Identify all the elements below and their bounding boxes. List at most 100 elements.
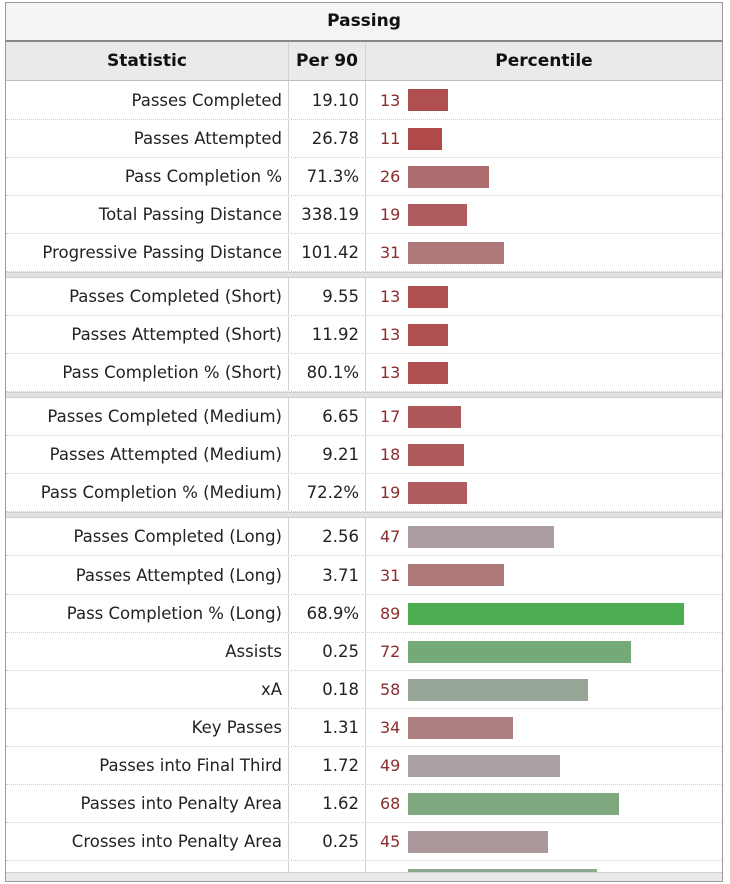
percentile-cell: 72 [366, 633, 722, 670]
percentile-cell: 45 [366, 823, 722, 860]
stat-label: Total Passing Distance [6, 196, 289, 233]
stat-label: Passes into Final Third [6, 747, 289, 784]
percentile-bar [408, 830, 548, 853]
table-row: Passes Attempted 26.78 11 [6, 120, 722, 158]
per90-value: 1.31 [289, 709, 366, 746]
percentile-value: 18 [380, 445, 401, 464]
percentile-bar [408, 127, 442, 150]
stat-label: Passes into Penalty Area [6, 785, 289, 822]
per90-value: 338.19 [289, 196, 366, 233]
table-footer [6, 872, 722, 881]
percentile-cell: 47 [366, 518, 722, 555]
table-row: Pass Completion % (Medium) 72.2% 19 [6, 474, 722, 512]
percentile-bar [408, 89, 448, 111]
passing-table: Passing Statistic Per 90 Percentile Pass… [5, 2, 723, 882]
percentile-bar [408, 525, 554, 548]
stat-label: Pass Completion % (Long) [6, 595, 289, 632]
percentile-cell: 34 [366, 709, 722, 746]
stat-label: Progressive Passing Distance [6, 234, 289, 271]
stat-label: Pass Completion % [6, 158, 289, 195]
percentile-value: 47 [380, 527, 401, 546]
percentile-cell: 89 [366, 595, 722, 632]
percentile-value: 13 [380, 363, 401, 382]
per90-value: 26.78 [289, 120, 366, 157]
per90-value: 0.25 [289, 633, 366, 670]
table-row: Passes into Penalty Area 1.62 68 [6, 785, 722, 823]
table-row: Key Passes 1.31 34 [6, 709, 722, 747]
percentile-cell: 49 [366, 747, 722, 784]
table-row: Pass Completion % 71.3% 26 [6, 158, 722, 196]
table-row: Passes Completed (Long) 2.56 47 [6, 518, 722, 556]
stat-label: Passes Attempted (Medium) [6, 436, 289, 473]
stat-label: xA [6, 671, 289, 708]
per90-value: 0.18 [289, 671, 366, 708]
percentile-value: 13 [380, 325, 401, 344]
percentile-cell: 13 [366, 354, 722, 391]
percentile-bar [408, 678, 588, 701]
percentile-bar [408, 165, 489, 188]
table-row: Crosses into Penalty Area 0.25 45 [6, 823, 722, 861]
percentile-cell: 13 [366, 81, 722, 119]
percentile-cell: 13 [366, 316, 722, 353]
per90-value: 3.71 [289, 556, 366, 594]
percentile-value: 13 [380, 90, 401, 110]
column-header-percentile[interactable]: Percentile [495, 51, 593, 71]
percentile-value: 13 [380, 287, 401, 306]
percentile-value: 89 [380, 604, 401, 623]
stat-label: Passes Completed (Long) [6, 518, 289, 555]
stat-label: Pass Completion % (Medium) [6, 474, 289, 511]
percentile-bar [408, 323, 448, 346]
percentile-value: 68 [380, 794, 401, 813]
per90-value: 11.92 [289, 316, 366, 353]
table-body: Passes Completed 19.10 13 Passes Attempted 2… [6, 81, 722, 881]
percentile-value: 34 [380, 718, 401, 737]
percentile-bar [408, 405, 461, 428]
percentile-bar [408, 716, 513, 739]
percentile-cell: 17 [366, 398, 722, 435]
per90-value: 72.2% [289, 474, 366, 511]
percentile-bar [408, 241, 504, 264]
table-row: Passes Completed (Short) 9.55 13 [6, 278, 722, 316]
group-separator [6, 392, 722, 398]
per90-value: 1.72 [289, 747, 366, 784]
stat-label: Passes Attempted (Short) [6, 316, 289, 353]
per90-value: 2.56 [289, 518, 366, 555]
stat-label: Key Passes [6, 709, 289, 746]
per90-value: 68.9% [289, 595, 366, 632]
stat-label: Passes Completed (Short) [6, 278, 289, 315]
table-title: Passing [6, 3, 722, 42]
percentile-value: 49 [380, 756, 401, 775]
percentile-value: 31 [380, 243, 401, 262]
percentile-cell: 13 [366, 278, 722, 315]
percentile-cell: 31 [366, 556, 722, 594]
table-row: Passes Attempted (Medium) 9.21 18 [6, 436, 722, 474]
percentile-value: 31 [380, 565, 401, 585]
column-header-per90[interactable]: Per 90 [289, 42, 366, 80]
per90-value: 9.21 [289, 436, 366, 473]
per90-value: 101.42 [289, 234, 366, 271]
table-row: Passes into Final Third 1.72 49 [6, 747, 722, 785]
percentile-bar [408, 754, 560, 777]
table-row: Passes Attempted (Short) 11.92 13 [6, 316, 722, 354]
table-row: Pass Completion % (Long) 68.9% 89 [6, 595, 722, 633]
column-header-statistic[interactable]: Statistic [6, 42, 289, 80]
table-row: Passes Attempted (Long) 3.71 31 [6, 556, 722, 595]
percentile-value: 58 [380, 680, 401, 699]
percentile-value: 17 [380, 407, 401, 426]
table-row: xA 0.18 58 [6, 671, 722, 709]
per90-value: 19.10 [289, 81, 366, 119]
stat-label: Crosses into Penalty Area [6, 823, 289, 860]
percentile-bar [408, 602, 684, 625]
per90-value: 9.55 [289, 278, 366, 315]
percentile-value: 19 [380, 205, 401, 224]
percentile-bar [408, 203, 467, 226]
percentile-bar [408, 640, 631, 663]
per90-value: 0.25 [289, 823, 366, 860]
stat-label: Passes Completed (Medium) [6, 398, 289, 435]
table-row: Assists 0.25 72 [6, 633, 722, 671]
percentile-bar [408, 481, 467, 504]
per90-value: 6.65 [289, 398, 366, 435]
per90-value: 80.1% [289, 354, 366, 391]
per90-value: 71.3% [289, 158, 366, 195]
percentile-bar [408, 792, 619, 815]
